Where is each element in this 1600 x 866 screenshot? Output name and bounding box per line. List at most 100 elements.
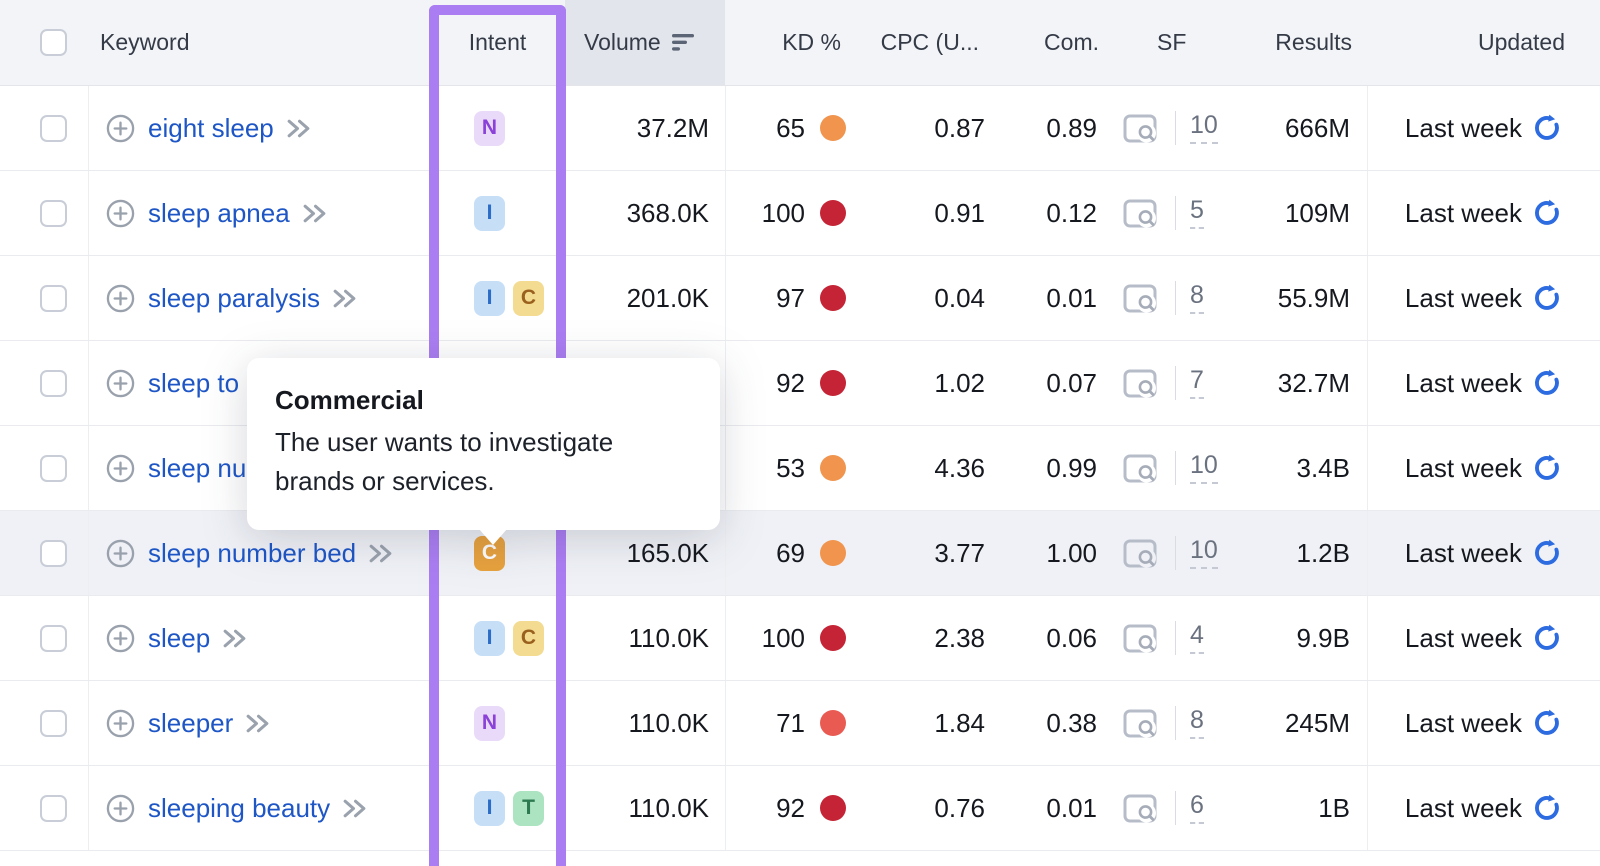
column-header-checkbox <box>0 0 88 85</box>
double-chevron-icon[interactable] <box>284 116 313 141</box>
kd-cell: 71 <box>725 681 852 765</box>
table-row: sleep apnea I 368.0K 100 0.91 0.12 <box>0 171 1600 256</box>
keyword-link[interactable]: sleeping beauty <box>148 792 331 823</box>
updated-value: Last week <box>1404 622 1522 653</box>
intent-badge-n[interactable]: N <box>474 705 505 741</box>
double-chevron-icon[interactable] <box>220 626 249 651</box>
results-cell: 3.4B <box>1240 426 1367 510</box>
kd-cell: 100 <box>725 171 852 255</box>
refresh-icon[interactable] <box>1532 283 1562 313</box>
sf-count[interactable]: 8 <box>1190 706 1204 740</box>
row-checkbox[interactable] <box>40 539 67 567</box>
keyword-link[interactable]: sleep <box>148 622 211 653</box>
add-keyword-button[interactable] <box>105 538 136 569</box>
refresh-icon[interactable] <box>1532 198 1562 228</box>
row-checkbox[interactable] <box>40 114 67 142</box>
kd-value: 69 <box>776 537 805 568</box>
column-header-results[interactable]: Results <box>1240 0 1367 85</box>
sf-count[interactable]: 6 <box>1190 791 1204 825</box>
column-header-volume-label: Volume <box>584 29 661 55</box>
refresh-icon[interactable] <box>1532 708 1562 738</box>
column-header-com[interactable]: Com. <box>995 0 1107 85</box>
row-checkbox[interactable] <box>40 284 67 312</box>
cpc-value: 0.04 <box>934 282 985 313</box>
refresh-icon[interactable] <box>1532 453 1562 483</box>
add-keyword-button[interactable] <box>105 113 136 144</box>
sf-count[interactable]: 5 <box>1190 196 1204 230</box>
add-keyword-button[interactable] <box>105 283 136 314</box>
tooltip-body: The user wants to investigate brands or … <box>275 427 614 496</box>
intent-badge-i[interactable]: I <box>474 280 505 316</box>
table-row: sleep to 92 1.02 0.07 <box>0 341 1600 426</box>
keyword-link[interactable]: sleeper <box>148 707 234 738</box>
results-value: 1B <box>1318 792 1350 823</box>
column-header-updated[interactable]: Updated <box>1367 0 1600 85</box>
intent-badge-i[interactable]: I <box>474 790 505 826</box>
add-keyword-button[interactable] <box>105 368 136 399</box>
column-header-kd[interactable]: KD % <box>725 0 852 85</box>
kd-cell: 92 <box>725 341 852 425</box>
sf-cell: 7 <box>1107 341 1240 425</box>
intent-badge-n[interactable]: N <box>474 110 505 146</box>
add-keyword-button[interactable] <box>105 453 136 484</box>
kd-score-dot <box>820 200 846 226</box>
sf-count[interactable]: 4 <box>1190 621 1204 655</box>
double-chevron-icon[interactable] <box>330 286 359 311</box>
volume-value: 368.0K <box>626 197 709 228</box>
keyword-link[interactable]: sleep paralysis <box>148 282 320 313</box>
row-checkbox[interactable] <box>40 794 67 822</box>
row-checkbox[interactable] <box>40 454 67 482</box>
volume-value: 37.2M <box>636 112 709 143</box>
select-all-checkbox[interactable] <box>40 29 67 56</box>
sf-count[interactable]: 10 <box>1190 451 1218 485</box>
refresh-icon[interactable] <box>1532 623 1562 653</box>
intent-badge-i[interactable]: I <box>474 620 505 656</box>
add-keyword-button[interactable] <box>105 623 136 654</box>
volume-cell: 110.0K <box>565 766 725 850</box>
column-header-cpc[interactable]: CPC (U... <box>852 0 995 85</box>
add-keyword-button[interactable] <box>105 708 136 739</box>
sf-count[interactable]: 10 <box>1190 111 1218 145</box>
row-checkbox[interactable] <box>40 709 67 737</box>
row-checkbox-cell <box>0 171 88 255</box>
sort-descending-icon[interactable] <box>671 33 696 52</box>
intent-badge-t[interactable]: T <box>513 790 544 826</box>
intent-badge-i[interactable]: I <box>474 195 505 231</box>
keyword-link[interactable]: sleep nu <box>148 452 247 483</box>
double-chevron-icon[interactable] <box>300 201 329 226</box>
keyword-link[interactable]: eight sleep <box>148 112 274 143</box>
row-checkbox-cell <box>0 426 88 510</box>
sf-count[interactable]: 7 <box>1190 366 1204 400</box>
row-checkbox-cell <box>0 511 88 595</box>
row-checkbox[interactable] <box>40 199 67 227</box>
keyword-link[interactable]: sleep apnea <box>148 197 290 228</box>
intent-badge-c[interactable]: C <box>513 620 544 656</box>
double-chevron-icon[interactable] <box>366 541 395 566</box>
serp-features-icon <box>1123 623 1157 654</box>
kd-score-dot <box>820 540 846 566</box>
refresh-icon[interactable] <box>1532 793 1562 823</box>
double-chevron-icon[interactable] <box>340 796 369 821</box>
column-header-volume[interactable]: Volume <box>565 0 725 85</box>
row-checkbox[interactable] <box>40 369 67 397</box>
add-keyword-button[interactable] <box>105 198 136 229</box>
refresh-icon[interactable] <box>1532 368 1562 398</box>
refresh-icon[interactable] <box>1532 113 1562 143</box>
column-header-results-label: Results <box>1275 29 1352 55</box>
com-value: 0.01 <box>1046 282 1097 313</box>
row-checkbox[interactable] <box>40 624 67 652</box>
volume-cell: 201.0K <box>565 256 725 340</box>
column-header-sf[interactable]: SF <box>1107 0 1240 85</box>
sf-count[interactable]: 8 <box>1190 281 1204 315</box>
row-checkbox-cell <box>0 596 88 680</box>
add-keyword-button[interactable] <box>105 793 136 824</box>
sf-count[interactable]: 10 <box>1190 536 1218 570</box>
tooltip-title: Commercial <box>275 385 424 415</box>
intent-badge-c[interactable]: C <box>513 280 544 316</box>
keyword-link[interactable]: sleep number bed <box>148 537 357 568</box>
double-chevron-icon[interactable] <box>243 711 272 736</box>
keyword-link[interactable]: sleep to <box>148 367 240 398</box>
refresh-icon[interactable] <box>1532 538 1562 568</box>
